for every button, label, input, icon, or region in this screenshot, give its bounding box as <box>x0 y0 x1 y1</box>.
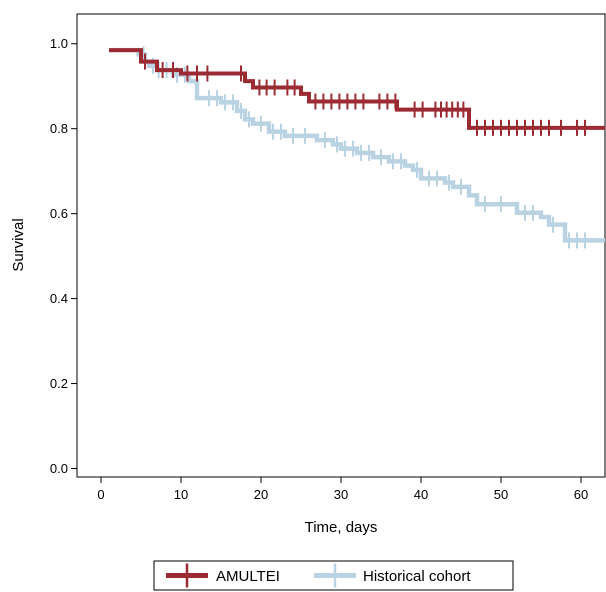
legend-label-amultei: AMULTEI <box>216 568 280 585</box>
x-tick-label: 40 <box>414 487 428 502</box>
y-tick-label: 1.0 <box>50 36 68 51</box>
y-tick-label: 0.8 <box>50 121 68 136</box>
legend: AMULTEI Historical cohort <box>153 560 514 591</box>
series-line-amultei <box>109 48 605 130</box>
y-tick-label: 0.6 <box>50 206 68 221</box>
legend-item-historical: Historical cohort <box>314 563 471 588</box>
y-tick-label: 0.4 <box>50 291 68 306</box>
legend-label-historical: Historical cohort <box>363 568 471 585</box>
x-tick-label: 30 <box>334 487 348 502</box>
x-tick-label: 20 <box>254 487 268 502</box>
x-tick-label: 60 <box>574 487 588 502</box>
legend-item-amultei: AMULTEI <box>166 563 280 588</box>
x-axis-title: Time, days <box>305 519 378 536</box>
x-axis: 0 10 20 30 40 50 60 <box>97 477 588 502</box>
y-axis-title: Survival <box>10 218 27 271</box>
plot-area <box>109 46 605 249</box>
y-axis: 0.0 0.2 0.4 0.6 0.8 1.0 <box>50 36 77 476</box>
y-tick-label: 0.0 <box>50 461 68 476</box>
x-tick-label: 50 <box>494 487 508 502</box>
x-tick-label: 10 <box>174 487 188 502</box>
y-tick-label: 0.2 <box>50 376 68 391</box>
x-tick-label: 0 <box>97 487 104 502</box>
